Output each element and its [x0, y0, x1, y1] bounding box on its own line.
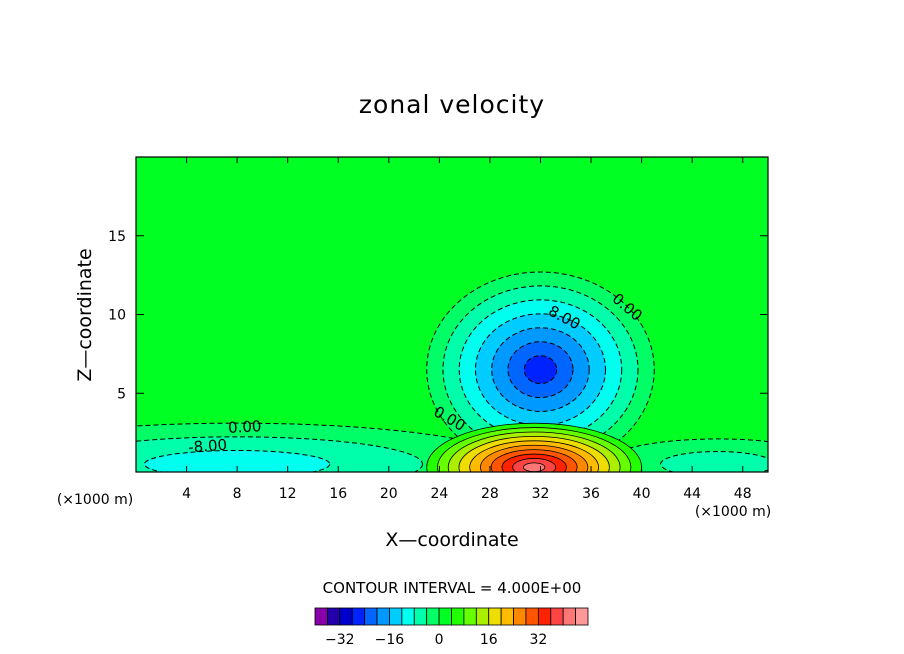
colorbar-swatch-3	[351, 607, 366, 626]
colorbar-swatch-6	[389, 607, 403, 626]
x-tick-label-2: 12	[279, 486, 297, 502]
x-tick-label-1: 8	[233, 486, 242, 502]
x-tick-label-4: 20	[380, 486, 398, 502]
colorbar-tick-3: 16	[480, 632, 498, 648]
colorbar-swatch-17	[525, 607, 539, 626]
colorbar-swatch-12	[463, 607, 477, 626]
colorbar-tick-0: −32	[325, 632, 355, 648]
y-tick-label-1: 10	[108, 308, 126, 324]
x-axis-ticks: 4 8 12 16 20 24 28 32 36 40 44 48	[182, 157, 752, 502]
contour-interval: CONTOUR INTERVAL = 4.000E+00	[323, 579, 582, 597]
colorbar-tick-2: 0	[435, 632, 444, 648]
x-tick-label-8: 36	[582, 486, 600, 502]
x-tick-label-3: 16	[329, 486, 347, 502]
contour-field	[136, 157, 768, 472]
x-tick-label-6: 28	[481, 486, 499, 502]
colorbar-swatch-18	[537, 607, 552, 626]
colorbar-swatch-1	[327, 607, 341, 626]
colorbar-tick-labels: −32 −16 0 16 32	[325, 632, 547, 648]
colorbar-tick-4: 32	[529, 632, 547, 648]
colorbar-swatch-9	[426, 607, 440, 626]
colorbar-swatch-20	[562, 607, 576, 626]
y-axis-label: Z—coordinate	[74, 248, 96, 381]
x-tick-label-7: 32	[532, 486, 550, 502]
y-tick-label-0: 5	[117, 386, 126, 402]
colorbar-swatch-15	[500, 607, 514, 626]
colorbar-swatch-8	[413, 607, 428, 626]
colorbar-swatch-11	[451, 607, 465, 626]
jet-level-9	[523, 462, 546, 472]
colorbar-swatch-4	[364, 607, 378, 626]
x-tick-label-11: 48	[734, 486, 752, 502]
contour-label-3: -8.00	[188, 436, 228, 457]
colorbar-swatch-19	[550, 607, 564, 626]
colorbar-swatch-21	[575, 607, 589, 626]
east-low-level-1	[660, 451, 768, 472]
west-low-level-2	[143, 449, 331, 472]
colorbar-tick-1: −16	[375, 632, 405, 648]
colorbar-swatch-7	[401, 607, 415, 626]
x-tick-label-10: 44	[683, 486, 701, 502]
colorbar-swatch-13	[475, 607, 490, 626]
x-tick-label-5: 24	[430, 486, 448, 502]
x-unit-right: (×1000 m)	[695, 504, 771, 520]
chart-title: zonal velocity	[359, 90, 545, 119]
x-unit-left: (×1000 m)	[57, 492, 133, 508]
contour-label-0: 0.00	[228, 417, 262, 437]
colorbar-swatch-14	[488, 607, 502, 626]
colorbar-swatch-2	[339, 607, 353, 626]
colorbar-swatch-10	[438, 607, 452, 626]
x-tick-label-0: 4	[182, 486, 191, 502]
colorbar-swatch-5	[376, 607, 390, 626]
colorbar-swatch-16	[513, 607, 527, 626]
colorbar-swatch-0	[314, 607, 328, 626]
y-axis-ticks: 5 10 15	[108, 229, 768, 402]
x-tick-label-9: 40	[633, 486, 651, 502]
x-axis-label: X—coordinate	[385, 529, 518, 551]
y-tick-label-2: 15	[108, 229, 126, 245]
colorbar	[314, 607, 589, 626]
return-flow-level-6	[523, 355, 558, 385]
